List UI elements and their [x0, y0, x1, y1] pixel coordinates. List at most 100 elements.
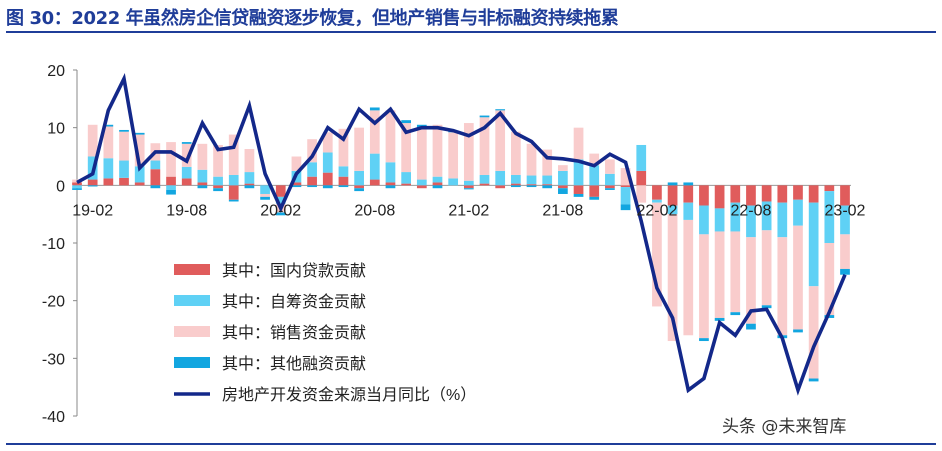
- y-tick-label: 20: [47, 63, 65, 80]
- bar-segment: [683, 185, 694, 203]
- bar-segment: [479, 117, 490, 175]
- bar-segment: [260, 196, 270, 200]
- bar-segment: [166, 185, 176, 190]
- bar-segment: [354, 127, 364, 171]
- bar-segment: [150, 160, 161, 170]
- bar-segment: [479, 183, 490, 186]
- bar-segment: [636, 170, 647, 186]
- bar-segment: [620, 185, 631, 188]
- bar-segment: [385, 110, 396, 163]
- bar-segment: [761, 185, 772, 202]
- bar-segment: [291, 182, 302, 186]
- bar-segment: [526, 185, 537, 188]
- bar-segment: [761, 230, 772, 306]
- bar-segment: [840, 234, 850, 269]
- bar-segment: [354, 185, 364, 189]
- bar-segment: [714, 185, 725, 209]
- legend-swatch: [174, 357, 210, 368]
- bar-segment: [134, 182, 145, 186]
- bar-segment: [620, 168, 631, 186]
- bar-segment: [510, 183, 521, 186]
- bar-segment: [119, 131, 129, 161]
- bar-segment: [463, 180, 474, 186]
- bar-segment: [605, 173, 615, 186]
- x-tick-label: 20-08: [354, 202, 395, 219]
- bar-series: [72, 107, 850, 382]
- bar-segment: [808, 202, 819, 287]
- bar-segment: [558, 170, 568, 186]
- bar-segment: [667, 185, 678, 206]
- bar-segment: [495, 170, 506, 186]
- bar-segment: [589, 165, 600, 186]
- bar-segment: [636, 185, 647, 203]
- legend-label: 其中：销售资金贡献: [222, 324, 366, 342]
- bar-segment: [746, 205, 756, 238]
- bar-segment: [166, 176, 176, 186]
- bar-segment: [181, 142, 192, 144]
- bar-segment: [526, 175, 537, 185]
- axis-labels: 20 10 0 -10 -20 -30 -40 19-02 19-08 20-02 20-08 21-…: [42, 63, 866, 426]
- bar-segment: [542, 184, 553, 186]
- bar-segment: [338, 185, 349, 188]
- bar-segment: [322, 172, 333, 186]
- bar-segment: [322, 185, 333, 189]
- bar-segment: [103, 178, 114, 186]
- bar-segment: [808, 286, 819, 379]
- y-tick-label: -40: [42, 409, 65, 426]
- bar-segment: [166, 142, 176, 177]
- watermark-text: 头条 @未来智库: [722, 417, 847, 437]
- bar-segment: [542, 149, 553, 176]
- bar-segment: [150, 169, 161, 186]
- bar-segment: [463, 123, 474, 181]
- bar-segment: [463, 185, 474, 189]
- bar-segment: [134, 166, 145, 183]
- bar-segment: [416, 185, 427, 189]
- bar-segment: [746, 237, 756, 324]
- bar-segment: [605, 159, 615, 174]
- bar-segment: [558, 188, 568, 194]
- bar-segment: [699, 338, 709, 342]
- bar-segment: [401, 183, 412, 186]
- bar-segment: [714, 317, 725, 321]
- bar-segment: [667, 182, 678, 186]
- bottom-rule: [6, 443, 936, 445]
- bar-segment: [197, 143, 208, 170]
- legend-swatch: [174, 295, 210, 306]
- bar-segment: [479, 174, 490, 184]
- bar-segment: [369, 110, 380, 154]
- x-tick-label: 19-08: [166, 202, 207, 219]
- bar-segment: [369, 153, 380, 180]
- x-tick-label: 21-02: [448, 202, 489, 219]
- y-tick-label: -10: [42, 236, 65, 253]
- x-tick-label: 20-02: [260, 202, 301, 219]
- bar-segment: [181, 143, 192, 167]
- bar-segment: [573, 127, 584, 160]
- bar-segment: [432, 124, 443, 177]
- bar-segment: [307, 139, 317, 163]
- y-tick-label: -30: [42, 351, 65, 368]
- bar-segment: [526, 184, 537, 186]
- bar-segment: [589, 196, 600, 200]
- bar-segment: [103, 124, 114, 127]
- bar-segment: [793, 329, 803, 333]
- bar-segment: [463, 188, 474, 190]
- bar-segment: [714, 208, 725, 232]
- bar-segment: [542, 175, 553, 185]
- bar-segment: [495, 110, 506, 171]
- bar-segment: [87, 185, 98, 187]
- bar-segment: [746, 323, 756, 330]
- bar-segment: [793, 199, 803, 226]
- bar-segment: [824, 243, 835, 316]
- bar-segment: [244, 172, 255, 184]
- bar-segment: [119, 177, 129, 186]
- bar-segment: [510, 185, 521, 188]
- bar-segment: [777, 202, 788, 238]
- legend-label: 其中：国内贷款贡献: [222, 262, 366, 280]
- bar-segment: [652, 185, 662, 200]
- x-tick-label: 22-08: [730, 202, 771, 219]
- bar-segment: [72, 185, 82, 189]
- bar-segment: [228, 185, 239, 200]
- bar-segment: [699, 205, 709, 235]
- bar-segment: [589, 185, 600, 197]
- bar-segment: [322, 152, 333, 173]
